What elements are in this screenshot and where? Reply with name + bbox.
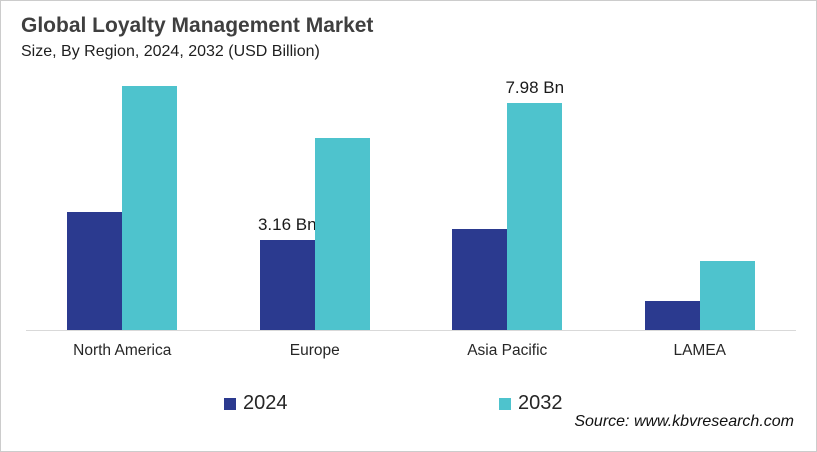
legend-label-2024: 2024 [243, 392, 288, 414]
bar-group-europe: 3.16 Bn [257, 138, 370, 330]
category-label-asia-pacific: Asia Pacific [467, 342, 548, 359]
legend-swatch-2024 [224, 397, 236, 410]
bar-group-asia-pacific: 7.98 Bn [452, 78, 565, 330]
bar-2032-lamea [699, 261, 755, 330]
bar-2024-asia-pacific [452, 229, 508, 330]
bar-2032-north-america [122, 86, 178, 330]
bar-group-north-america [67, 86, 178, 330]
category-label-north-america: North America [73, 342, 172, 359]
legend-swatch-2032 [499, 397, 511, 410]
legend-item-2024: 2024 [224, 392, 288, 415]
data-label-2024-europe: 3.16 Bn [257, 215, 317, 234]
chart-title: Global Loyalty Management Market [21, 14, 374, 37]
bar-2032-asia-pacific [507, 103, 563, 330]
bar-col-2032-north-america [122, 86, 178, 330]
bar-col-2024-north-america [67, 212, 123, 330]
chart-subtitle: Size, By Region, 2024, 2032 (USD Billion… [21, 43, 320, 60]
bar-col-2032-europe [314, 138, 370, 330]
bar-2032-europe [314, 138, 370, 330]
bar-col-2024-asia-pacific [452, 229, 508, 330]
source-credit: Source: www.kbvresearch.com [574, 413, 794, 430]
bar-group-lamea [644, 261, 755, 330]
bar-2024-lamea [644, 301, 700, 330]
bar-col-2024-europe: 3.16 Bn [257, 215, 317, 330]
bar-col-2032-asia-pacific: 7.98 Bn [505, 78, 565, 330]
x-axis-line [26, 330, 796, 331]
data-label-2032-asia-pacific: 7.98 Bn [505, 78, 565, 97]
category-label-lamea: LAMEA [673, 342, 727, 359]
bar-col-2032-lamea [699, 261, 755, 330]
legend-label-2032: 2032 [518, 392, 563, 414]
legend-item-2032: 2032 [499, 392, 563, 415]
category-label-europe: Europe [289, 342, 340, 359]
bar-2024-north-america [67, 212, 123, 330]
bar-col-2024-lamea [644, 301, 700, 330]
bar-2024-europe [259, 240, 315, 330]
